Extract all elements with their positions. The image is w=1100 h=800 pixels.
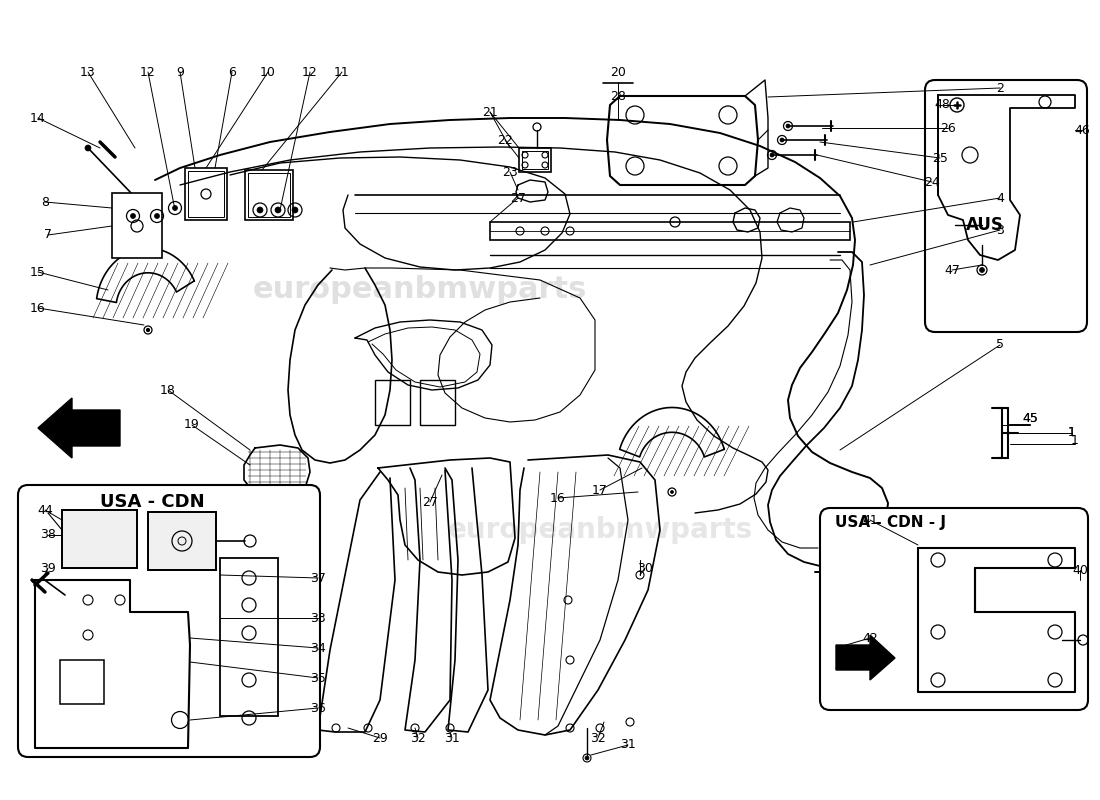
- Text: USA - CDN: USA - CDN: [100, 493, 205, 511]
- Text: 24: 24: [924, 175, 939, 189]
- Text: 37: 37: [310, 571, 326, 585]
- Text: 35: 35: [310, 671, 326, 685]
- Text: 45: 45: [1022, 411, 1038, 425]
- Circle shape: [173, 206, 177, 210]
- Text: 18: 18: [161, 383, 176, 397]
- Bar: [185, 168, 227, 220]
- Text: 13: 13: [80, 66, 96, 78]
- Text: 33: 33: [310, 611, 326, 625]
- Text: 1: 1: [1071, 434, 1079, 446]
- Text: 12: 12: [302, 66, 318, 78]
- Circle shape: [585, 756, 588, 760]
- Circle shape: [146, 329, 150, 331]
- Bar: [490, 222, 850, 240]
- Circle shape: [292, 207, 298, 213]
- Circle shape: [770, 153, 774, 157]
- Bar: [245, 170, 293, 220]
- Polygon shape: [836, 635, 895, 680]
- Text: USA - CDN - J: USA - CDN - J: [835, 514, 946, 530]
- Text: 48: 48: [934, 98, 950, 111]
- Text: 16: 16: [550, 491, 565, 505]
- Circle shape: [275, 207, 280, 213]
- Circle shape: [257, 207, 263, 213]
- Text: 45: 45: [1022, 411, 1038, 425]
- Text: 4: 4: [997, 191, 1004, 205]
- Text: 31: 31: [444, 731, 460, 745]
- Circle shape: [780, 138, 784, 142]
- Text: 32: 32: [590, 731, 606, 745]
- Text: 1: 1: [1068, 426, 1076, 439]
- Polygon shape: [39, 398, 120, 458]
- Text: 1: 1: [1068, 426, 1076, 439]
- Text: 46: 46: [1074, 123, 1090, 137]
- Text: 41: 41: [862, 514, 878, 526]
- Text: 23: 23: [502, 166, 518, 178]
- Circle shape: [671, 490, 673, 494]
- Text: 6: 6: [228, 66, 235, 78]
- Text: 14: 14: [30, 111, 46, 125]
- Text: 44: 44: [37, 503, 53, 517]
- Text: 25: 25: [932, 151, 948, 165]
- Text: 36: 36: [310, 702, 326, 714]
- Text: 30: 30: [637, 562, 653, 574]
- Text: 31: 31: [620, 738, 636, 751]
- Bar: [62, 510, 138, 568]
- Text: 27: 27: [422, 495, 438, 509]
- Text: 34: 34: [310, 642, 326, 654]
- Text: 2: 2: [997, 82, 1004, 94]
- Text: 16: 16: [30, 302, 46, 314]
- Text: 22: 22: [497, 134, 513, 146]
- Text: europeanbmwparts: europeanbmwparts: [253, 275, 587, 305]
- Text: 17: 17: [592, 483, 608, 497]
- Bar: [112, 193, 162, 258]
- Text: 39: 39: [40, 562, 56, 574]
- Bar: [148, 512, 216, 570]
- Text: 3: 3: [997, 223, 1004, 237]
- Text: europeanbmwparts: europeanbmwparts: [448, 516, 752, 544]
- Text: 15: 15: [30, 266, 46, 278]
- Bar: [62, 510, 138, 568]
- FancyBboxPatch shape: [925, 80, 1087, 332]
- Text: 40: 40: [1072, 563, 1088, 577]
- Text: 29: 29: [372, 731, 388, 745]
- Text: 28: 28: [610, 90, 626, 102]
- Text: 32: 32: [410, 731, 426, 745]
- Text: 20: 20: [610, 66, 626, 78]
- Text: 27: 27: [510, 191, 526, 205]
- Text: 8: 8: [41, 195, 50, 209]
- FancyBboxPatch shape: [18, 485, 320, 757]
- Bar: [420, 380, 455, 425]
- Bar: [188, 171, 224, 217]
- Text: 42: 42: [862, 631, 878, 645]
- Circle shape: [154, 214, 160, 218]
- Text: 19: 19: [184, 418, 200, 431]
- Bar: [375, 380, 410, 425]
- Text: 26: 26: [940, 122, 956, 134]
- Circle shape: [131, 214, 135, 218]
- Text: 5: 5: [996, 338, 1004, 351]
- Bar: [148, 512, 216, 570]
- Text: 21: 21: [482, 106, 498, 118]
- Text: 12: 12: [140, 66, 156, 78]
- Circle shape: [979, 267, 984, 273]
- Text: 11: 11: [334, 66, 350, 78]
- Text: 47: 47: [944, 263, 960, 277]
- Text: 7: 7: [44, 229, 52, 242]
- Bar: [220, 558, 278, 716]
- Bar: [60, 660, 104, 704]
- FancyBboxPatch shape: [820, 508, 1088, 710]
- Text: 43: 43: [862, 658, 878, 671]
- Text: AUS: AUS: [966, 216, 1004, 234]
- Text: 38: 38: [40, 529, 56, 542]
- Circle shape: [85, 145, 91, 151]
- Text: 9: 9: [176, 66, 184, 78]
- Bar: [519, 148, 551, 172]
- Bar: [248, 173, 290, 217]
- Bar: [522, 151, 548, 169]
- Text: 10: 10: [260, 66, 276, 78]
- Circle shape: [786, 124, 790, 128]
